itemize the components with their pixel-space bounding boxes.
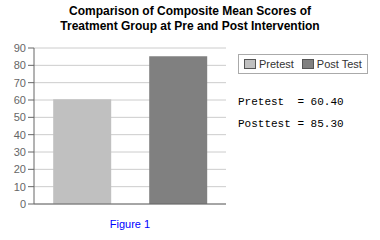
svg-text:40: 40 — [14, 129, 26, 141]
svg-text:80: 80 — [14, 59, 26, 71]
html-text:Pretest = 60.40: Pretest = 60.40 — [238, 96, 344, 108]
svg-text:30: 30 — [14, 146, 26, 158]
html-text:Pretest: Pretest — [259, 58, 294, 70]
svg-text:Figure 1: Figure 1 — [110, 218, 150, 230]
html-text:Comparison of Composite Mean S: Comparison of Composite Mean Scores of — [69, 4, 311, 18]
svg-text:50: 50 — [14, 111, 26, 123]
svg-text:20: 20 — [14, 163, 26, 175]
svg-text:60: 60 — [14, 94, 26, 106]
svg-text:70: 70 — [14, 77, 26, 89]
svg-text:10: 10 — [14, 181, 26, 193]
svg-text:0: 0 — [20, 198, 26, 210]
svg-text:90: 90 — [14, 42, 26, 54]
html-text:Treatment Group at Pre and Pos: Treatment Group at Pre and Post Interven… — [60, 19, 320, 33]
html-text:Post Test: Post Test — [316, 58, 362, 70]
html-text:Posttest = 85.30: Posttest = 85.30 — [238, 118, 344, 130]
